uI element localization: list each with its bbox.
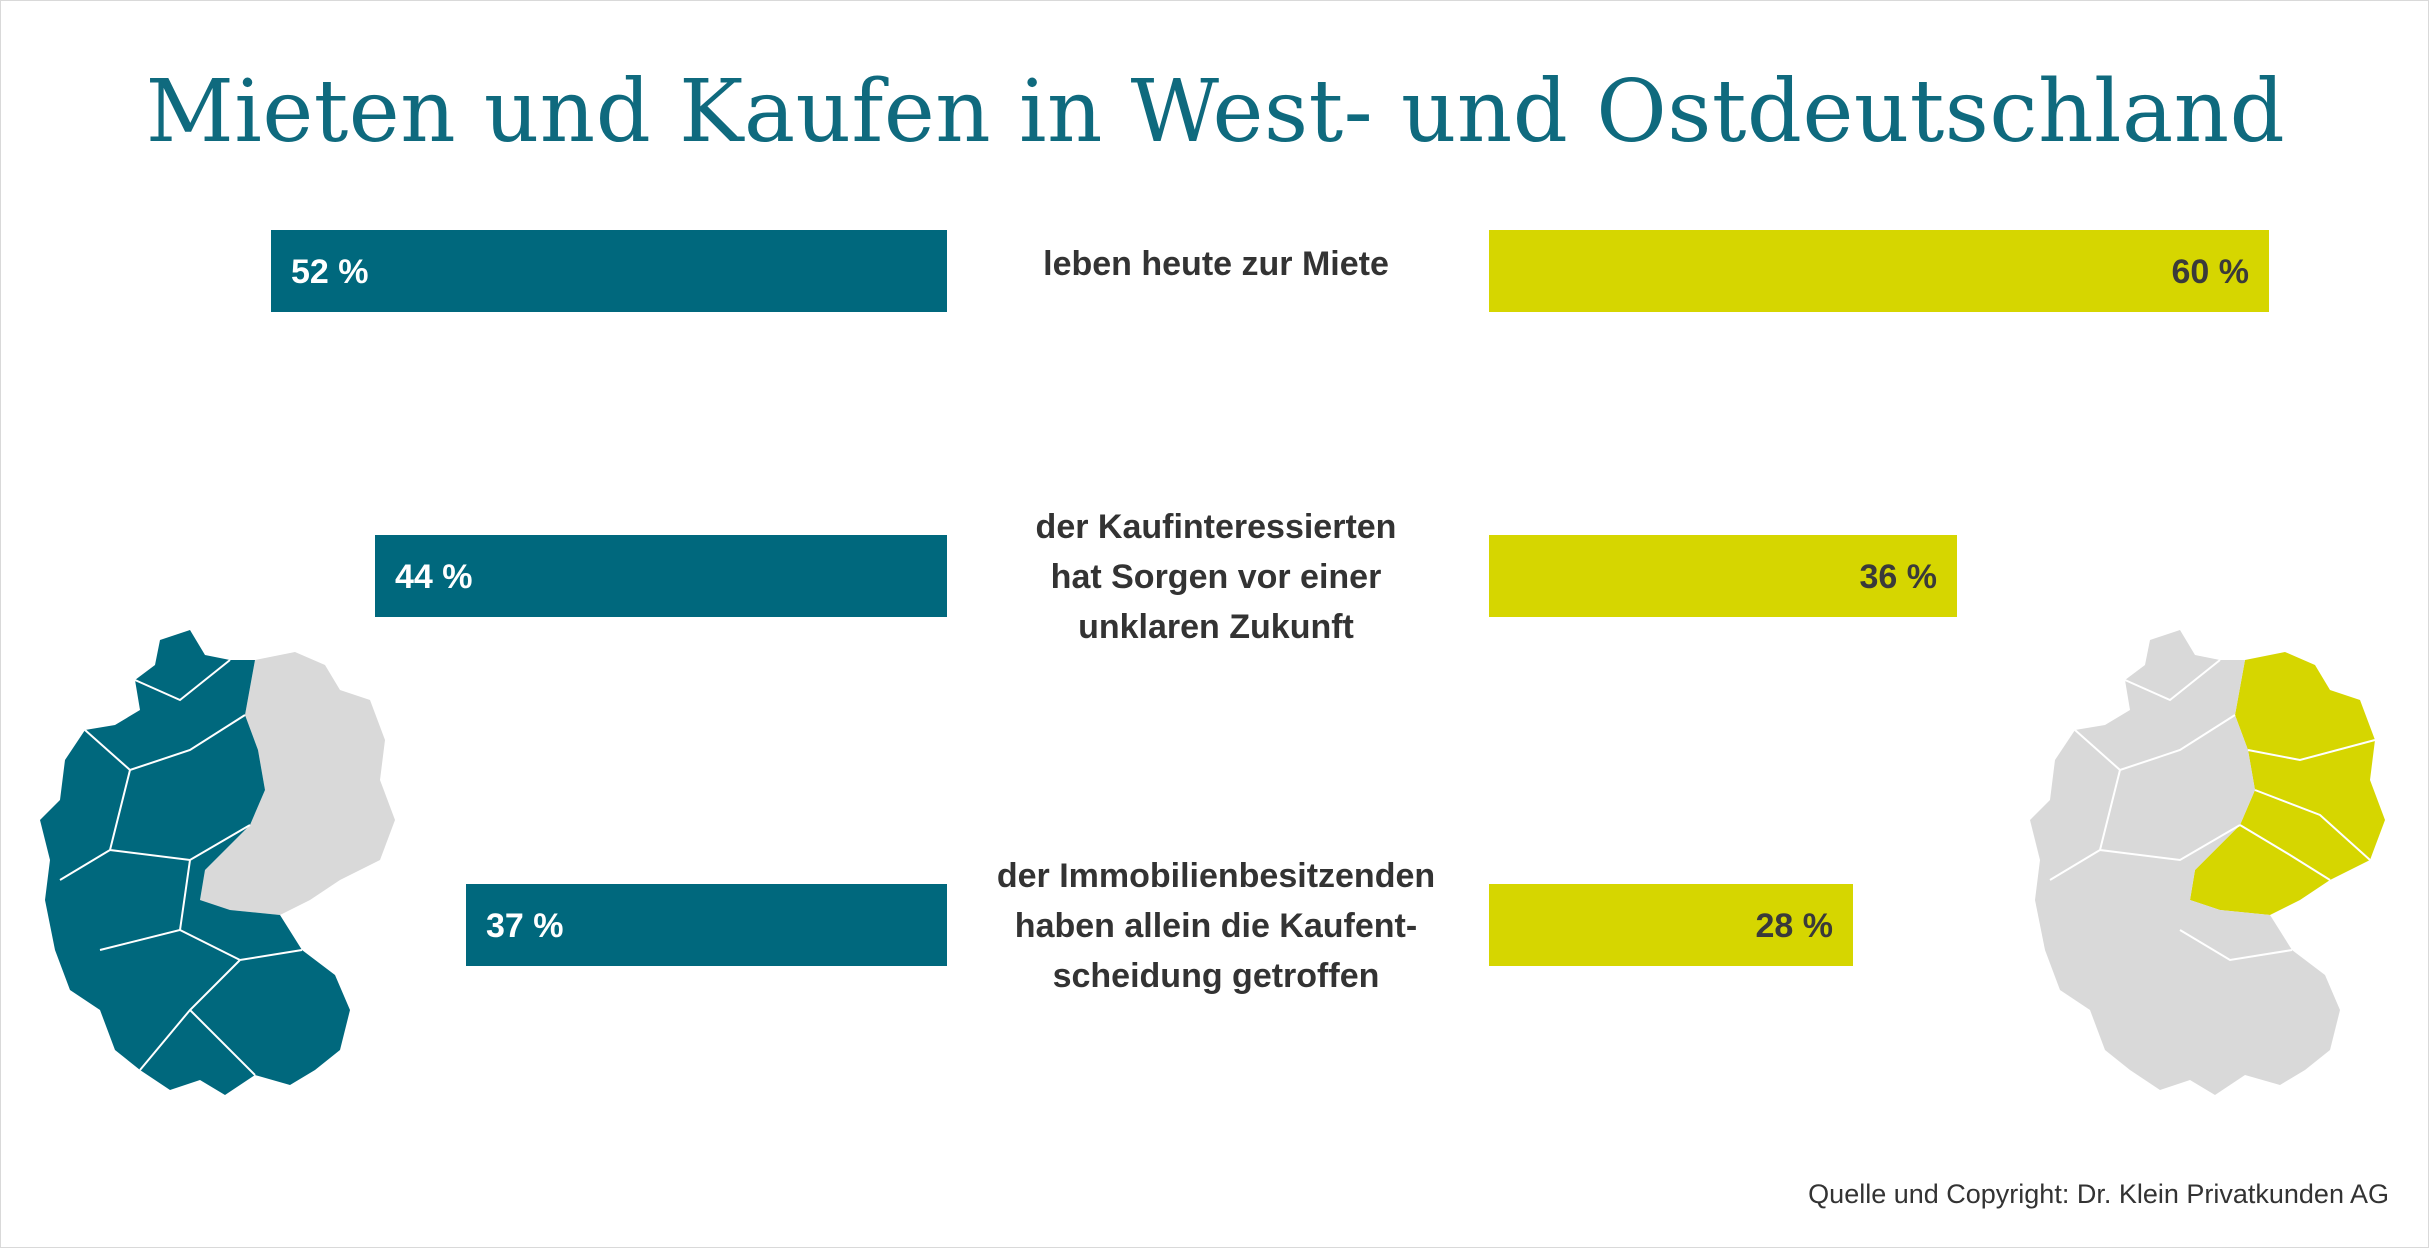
bar-east-2 (1489, 884, 1853, 966)
data-label-east-0: 60 % (2172, 253, 2250, 291)
map-east-region (200, 652, 395, 915)
category-label-0-line-0: leben heute zur Miete (1043, 245, 1389, 283)
bar-west-0 (271, 230, 947, 312)
category-label-2-line-2: scheidung getroffen (1053, 957, 1380, 995)
germany-map-west-icon (40, 630, 395, 1095)
data-label-west-2: 37 % (486, 907, 564, 945)
data-label-east-1: 36 % (1860, 558, 1938, 596)
germany-map-east-icon (2030, 630, 2385, 1095)
category-label-2-line-0: der Immobilienbesitzenden (997, 857, 1435, 895)
data-label-east-2: 28 % (1756, 907, 1834, 945)
bar-west-2 (466, 884, 947, 966)
data-label-west-1: 44 % (395, 558, 473, 596)
map-borders (2049, 659, 2376, 962)
map-west-region (2030, 630, 2340, 1095)
map-borders (59, 659, 303, 1076)
chart-title: Mieten und Kaufen in West- und Ostdeutsc… (145, 62, 2286, 162)
data-label-west-0: 52 % (291, 253, 369, 291)
bar-east-0 (1489, 230, 2269, 312)
bar-east-1 (1489, 535, 1957, 617)
category-label-1-line-0: der Kaufinteressierten (1036, 508, 1397, 546)
source-note: Quelle und Copyright: Dr. Klein Privatku… (1808, 1179, 2389, 1209)
category-label-1-line-2: unklaren Zukunft (1078, 608, 1354, 646)
category-label-2-line-1: haben allein die Kaufent- (1015, 907, 1417, 945)
map-east-region (2190, 652, 2385, 915)
bar-west-1 (375, 535, 947, 617)
map-west-region (40, 630, 350, 1095)
category-label-1-line-1: hat Sorgen vor einer (1051, 558, 1382, 596)
